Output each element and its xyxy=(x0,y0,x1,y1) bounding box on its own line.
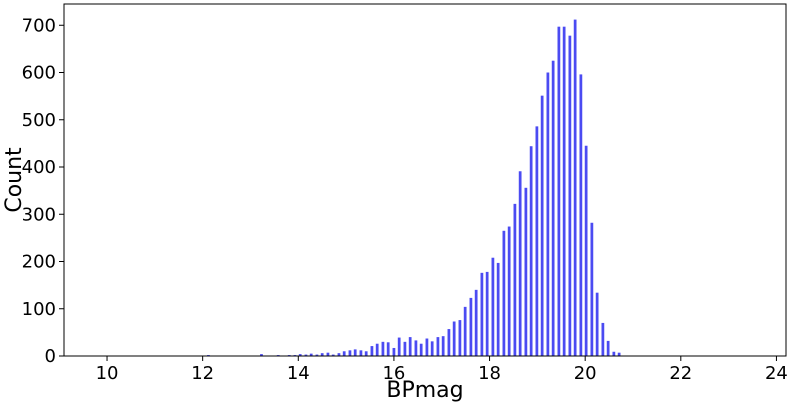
histogram-bar xyxy=(403,341,407,356)
histogram-bar xyxy=(573,19,577,357)
x-tick-label: 10 xyxy=(96,363,119,384)
histogram-bar xyxy=(353,349,357,356)
x-tick-label: 12 xyxy=(191,363,214,384)
histogram-bar xyxy=(458,320,462,356)
histogram-bar xyxy=(430,341,434,356)
histogram-bar xyxy=(337,353,341,356)
y-tick-label: 100 xyxy=(22,299,56,320)
histogram-bar xyxy=(540,95,544,356)
histogram-bar xyxy=(452,321,456,356)
histogram-bar xyxy=(260,354,263,356)
histogram-bar xyxy=(579,74,583,357)
histogram-bar xyxy=(513,203,517,356)
histogram-bar xyxy=(397,337,401,356)
y-tick-label: 600 xyxy=(22,63,56,84)
histogram-bar xyxy=(392,347,396,356)
histogram-bar xyxy=(568,35,572,356)
histogram-bar xyxy=(612,351,616,356)
y-tick-label: 400 xyxy=(22,157,56,178)
bars-group xyxy=(93,19,654,357)
histogram-bar xyxy=(535,126,539,357)
x-tick-label: 14 xyxy=(287,363,310,384)
histogram-bar xyxy=(469,297,473,356)
histogram-bar xyxy=(348,350,352,356)
histogram-bar xyxy=(617,352,621,356)
histogram-bar xyxy=(474,289,478,356)
x-axis-label: BPmag xyxy=(386,378,463,403)
y-axis-ticks: 0 100 200 300 400 500 600 700 xyxy=(22,15,64,367)
histogram-bar xyxy=(463,306,467,356)
histogram-bar xyxy=(315,354,319,356)
histogram-bar xyxy=(546,72,550,356)
histogram-bar xyxy=(584,145,588,356)
y-tick-label: 200 xyxy=(22,252,56,273)
histogram-bar xyxy=(375,343,379,356)
histogram-bar xyxy=(419,343,423,356)
histogram-bar xyxy=(551,60,555,356)
x-tick-label: 18 xyxy=(478,363,501,384)
histogram-bar xyxy=(408,337,412,356)
histogram-bar xyxy=(590,222,594,356)
histogram-bar xyxy=(518,171,522,356)
histogram-bar xyxy=(320,353,324,356)
histogram-bar xyxy=(441,336,445,356)
histogram-bar xyxy=(304,354,308,356)
y-tick-label: 300 xyxy=(22,204,56,225)
x-tick-label: 22 xyxy=(669,363,692,384)
histogram-bar xyxy=(480,272,484,356)
histogram-bar xyxy=(342,351,346,356)
x-axis-ticks: 10 12 14 16 18 20 22 24 xyxy=(96,356,788,384)
histogram-bar xyxy=(606,340,610,356)
histogram-bar xyxy=(491,257,495,356)
histogram-bar xyxy=(447,329,451,356)
plot-frame xyxy=(63,3,787,357)
y-tick-label: 500 xyxy=(22,110,56,131)
y-axis-label: Count xyxy=(2,147,27,213)
histogram-bar xyxy=(601,322,605,356)
histogram-bar xyxy=(381,341,385,356)
histogram-bar xyxy=(557,26,561,357)
histogram-bar xyxy=(359,350,363,356)
histogram-bar xyxy=(326,352,330,356)
x-tick-label: 16 xyxy=(382,363,405,384)
histogram-bar xyxy=(414,340,418,356)
histogram-bar xyxy=(485,271,489,356)
histogram-bar xyxy=(496,262,500,356)
histogram-bar xyxy=(386,342,390,356)
x-tick-label: 20 xyxy=(574,363,597,384)
histogram-bar xyxy=(502,230,506,356)
histogram-bar xyxy=(370,346,374,356)
histogram-bar xyxy=(562,26,566,357)
histogram-bar xyxy=(529,146,533,356)
histogram-bar xyxy=(298,354,302,356)
histogram-bar xyxy=(331,354,335,356)
histogram-bar xyxy=(507,226,511,356)
y-tick-label: 700 xyxy=(22,15,56,36)
histogram-bar xyxy=(425,338,429,356)
histogram-bar xyxy=(436,337,440,356)
y-tick-label: 0 xyxy=(45,346,56,367)
histogram-bar xyxy=(364,351,368,356)
histogram-bar xyxy=(595,292,599,356)
x-tick-label: 24 xyxy=(765,363,788,384)
histogram-bar xyxy=(309,353,313,356)
histogram-bar xyxy=(524,187,528,356)
